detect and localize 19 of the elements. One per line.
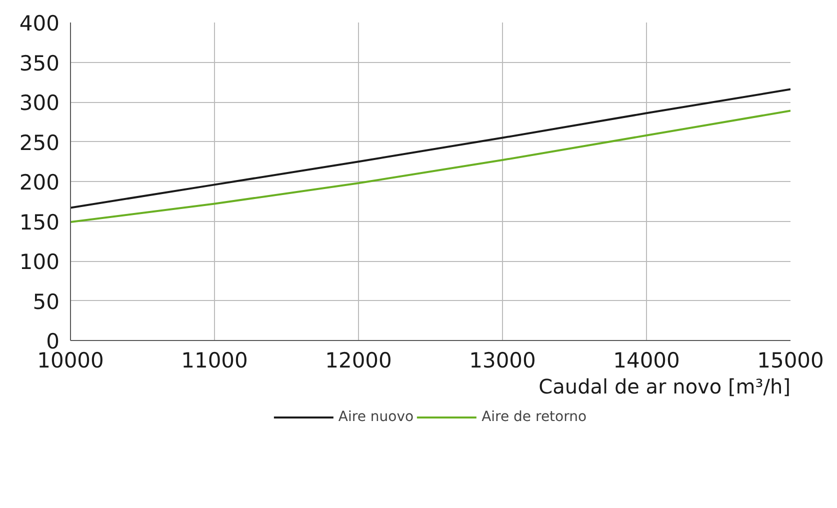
y-tick-label: 150 (19, 210, 60, 234)
y-tick-label: 50 (32, 290, 60, 314)
x-tick-label: 15000 (757, 348, 824, 372)
y-tick-label: 400 (19, 12, 60, 36)
x-tick-label: 12000 (325, 348, 392, 372)
legend-label: Aire de retorno (482, 409, 587, 425)
x-axis-title: Caudal de ar novo [m³/h] (538, 374, 791, 398)
line-series (70, 110, 790, 224)
y-tick-label: 250 (19, 130, 60, 155)
x-tick-label: 11000 (181, 348, 248, 372)
y-tick-label: 350 (19, 51, 60, 76)
legend-label: Aire nuovo (338, 409, 414, 425)
y-tick-label: 200 (19, 170, 60, 194)
line-series (70, 88, 790, 209)
x-tick-label: 10000 (37, 348, 104, 372)
x-tick-label: 13000 (469, 348, 536, 372)
y-tick-label: 100 (19, 250, 60, 274)
x-tick-label: 14000 (613, 348, 680, 372)
y-tick-label: 300 (19, 91, 60, 115)
